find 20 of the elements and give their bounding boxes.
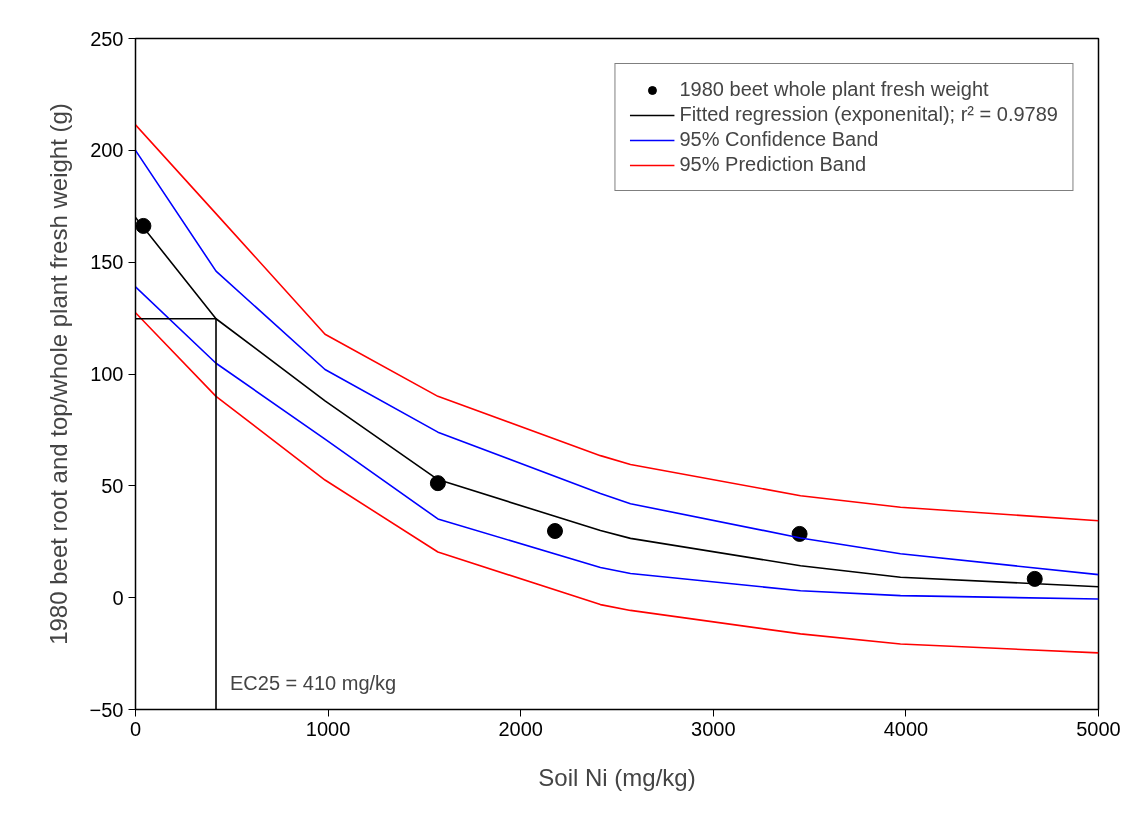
y-tick-label: −50 — [89, 698, 124, 721]
x-tick-label: 2000 — [498, 717, 543, 740]
x-tick-label: 0 — [129, 717, 142, 740]
x-tick-label: 1000 — [305, 717, 351, 740]
y-tick-label: 200 — [90, 139, 124, 162]
x-tick-label: 5000 — [1076, 717, 1121, 740]
y-tick-label: 250 — [90, 27, 124, 50]
y-tick-label: 100 — [90, 363, 124, 385]
legend-label: 1980 beet whole plant fresh weight — [679, 78, 989, 101]
y-axis-title: 1980 beet root and top/whole plant fresh weight (g) — [44, 103, 72, 645]
x-tick-label: 4000 — [883, 717, 929, 740]
y-tick-label: 0 — [112, 586, 124, 609]
legend-label: 95% Prediction Band — [679, 153, 867, 176]
x-tick-label: 3000 — [691, 717, 736, 740]
legend-label: 95% Confidence Band — [679, 128, 879, 151]
annotation: EC25 = 410 mg/kg — [230, 671, 397, 694]
x-axis-title: Soil Ni (mg/kg) — [538, 763, 696, 791]
y-tick-label: 50 — [101, 474, 124, 497]
legend-label: Fitted regression (exponenital); r² = 0.9789 — [679, 103, 1058, 126]
y-tick-label: 150 — [90, 251, 124, 274]
